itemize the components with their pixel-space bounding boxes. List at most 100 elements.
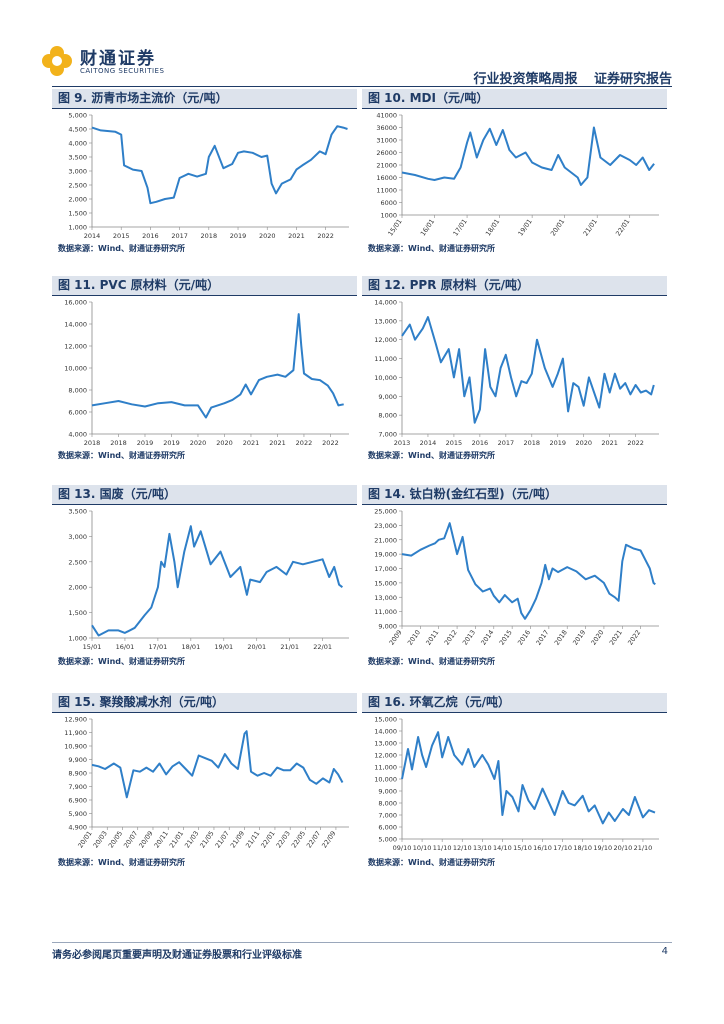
series-line — [91, 313, 344, 419]
chart-source: 数据来源：Wind、财通证券研究所 — [368, 451, 495, 460]
footer-disclaimer: 请务必参阅尾页重要声明及财通证券股票和行业评级标准 — [52, 950, 302, 961]
report-type: 行业投资策略周报 — [473, 72, 578, 87]
x-tick-label: 2015 — [498, 629, 514, 647]
x-tick-label: 21/01 — [280, 643, 299, 651]
y-tick-label: 9,900 — [68, 756, 87, 764]
x-tick-label: 21/01 — [168, 830, 185, 850]
x-tick-label: 20/01 — [76, 830, 93, 850]
y-tick-label: 4,500 — [68, 126, 87, 134]
x-tick-label: 18/01 — [181, 643, 200, 651]
chart-source: 数据来源：Wind、财通证券研究所 — [368, 657, 495, 666]
chart-title: 图 10. MDI（元/吨） — [362, 89, 667, 109]
x-tick-label: 2019 — [230, 232, 247, 240]
x-tick-label: 10/10 — [413, 844, 432, 852]
chart-panel-fig14: 图 14. 钛白粉(金红石型)（元/吨） 9,000 11,000 13,000 15… — [362, 485, 667, 670]
y-tick-label: 8,000 — [378, 412, 397, 420]
y-tick-label: 7,900 — [68, 783, 87, 791]
x-tick-label: 2020 — [259, 232, 276, 240]
x-tick-label: 20/01 — [247, 643, 266, 651]
x-tick-label: 22/05 — [290, 830, 307, 850]
x-tick-label: 2022 — [317, 232, 334, 240]
y-tick-label: 6,000 — [68, 409, 87, 417]
series-line — [401, 522, 656, 620]
x-tick-label: 2021 — [269, 439, 286, 447]
x-tick-label: 22/09 — [320, 830, 337, 850]
y-tick-label: 5,000 — [378, 836, 397, 844]
x-tick-label: 15/10 — [513, 844, 532, 852]
x-tick-label: 21/05 — [198, 830, 215, 850]
series-line — [401, 126, 655, 186]
x-tick-label: 2018 — [110, 439, 127, 447]
chart-fig14: 9,000 11,000 13,000 15,000 17,000 19,000 21,00… — [374, 508, 659, 647]
y-tick-label: 1000 — [380, 212, 397, 220]
series-line — [91, 730, 344, 799]
y-tick-label: 1,000 — [68, 224, 87, 232]
y-tick-label: 10,000 — [64, 365, 87, 373]
footer-divider — [52, 942, 672, 943]
y-tick-label: 26000 — [376, 149, 397, 157]
y-tick-label: 14,000 — [374, 728, 397, 736]
y-tick-label: 21,000 — [374, 536, 397, 544]
x-tick-label: 2009 — [388, 629, 404, 647]
y-tick-label: 6,000 — [378, 824, 397, 832]
x-tick-label: 12/10 — [453, 844, 472, 852]
series-line — [401, 316, 655, 424]
report-header: 行业投资策略周报 证券研究报告 — [461, 68, 672, 87]
x-tick-label: 2019 — [163, 439, 180, 447]
y-tick-label: 13,000 — [374, 317, 397, 325]
x-tick-label: 16/01 — [116, 643, 135, 651]
y-tick-label: 3,000 — [68, 168, 87, 176]
y-tick-label: 11000 — [376, 187, 397, 195]
x-tick-label: 14/10 — [493, 844, 512, 852]
y-tick-label: 3,000 — [68, 533, 87, 541]
y-tick-label: 17,000 — [374, 565, 397, 573]
x-tick-label: 2021 — [608, 629, 624, 647]
chart-fig11: 4,000 6,000 8,000 10,000 12,000 14,000 16,000 2… — [64, 299, 349, 447]
y-tick-label: 12,000 — [374, 752, 397, 760]
x-tick-label: 2018 — [553, 629, 569, 647]
x-tick-label: 2012 — [443, 629, 459, 647]
x-tick-label: 2015 — [446, 439, 463, 447]
chart-title: 图 11. PVC 原材料（元/吨） — [52, 276, 357, 296]
x-tick-label: 2019 — [137, 439, 154, 447]
x-tick-label: 2019 — [549, 439, 566, 447]
x-tick-label: 2015 — [113, 232, 130, 240]
chart-title: 图 14. 钛白粉(金红石型)（元/吨） — [362, 485, 667, 505]
chart-fig9: 1,000 1,500 2,000 2,500 3,000 3,500 4,000 4,500… — [68, 112, 349, 240]
x-tick-label: 2017 — [534, 629, 550, 647]
x-tick-label: 22/03 — [275, 830, 292, 850]
header-divider — [52, 86, 672, 87]
y-tick-label: 5,000 — [68, 112, 87, 120]
x-tick-label: 09/10 — [393, 844, 412, 852]
series-line — [401, 731, 656, 825]
y-tick-label: 1,500 — [68, 210, 87, 218]
chart-title: 图 9. 沥青市场主流价（元/吨） — [52, 89, 357, 109]
y-tick-label: 15,000 — [374, 716, 397, 724]
series-line — [91, 125, 348, 205]
y-tick-label: 16000 — [376, 174, 397, 182]
y-tick-label: 7,000 — [378, 431, 397, 439]
y-tick-label: 10,900 — [64, 743, 87, 751]
y-tick-label: 9,000 — [378, 393, 397, 401]
x-tick-label: 2019 — [571, 629, 587, 647]
y-tick-label: 23,000 — [374, 522, 397, 530]
y-tick-label: 1,500 — [68, 609, 87, 617]
x-tick-label: 20/07 — [122, 830, 139, 850]
x-tick-label: 21/10 — [634, 844, 653, 852]
chart-source: 数据来源：Wind、财通证券研究所 — [58, 858, 185, 867]
x-tick-label: 2022 — [296, 439, 313, 447]
y-tick-label: 2,000 — [68, 584, 87, 592]
x-tick-label: 20/11 — [153, 830, 170, 850]
y-tick-label: 2,500 — [68, 182, 87, 190]
x-tick-label: 2018 — [524, 439, 541, 447]
chart-panel-fig10: 图 10. MDI（元/吨） 1000 6000 11000 16000 21000 26… — [362, 89, 667, 259]
y-tick-label: 5,900 — [68, 810, 87, 818]
x-tick-label: 2017 — [498, 439, 515, 447]
chart-fig16: 5,000 6,000 7,000 8,000 9,000 10,000 11,000 12,… — [374, 716, 659, 852]
x-tick-label: 2017 — [171, 232, 188, 240]
x-tick-label: 2013 — [394, 439, 411, 447]
x-tick-label: 2011 — [424, 629, 440, 647]
chart-title: 图 15. 聚羧酸减水剂（元/吨） — [52, 693, 357, 713]
y-tick-label: 14,000 — [374, 299, 397, 307]
brand-name-cn: 财通证券 — [80, 49, 156, 69]
